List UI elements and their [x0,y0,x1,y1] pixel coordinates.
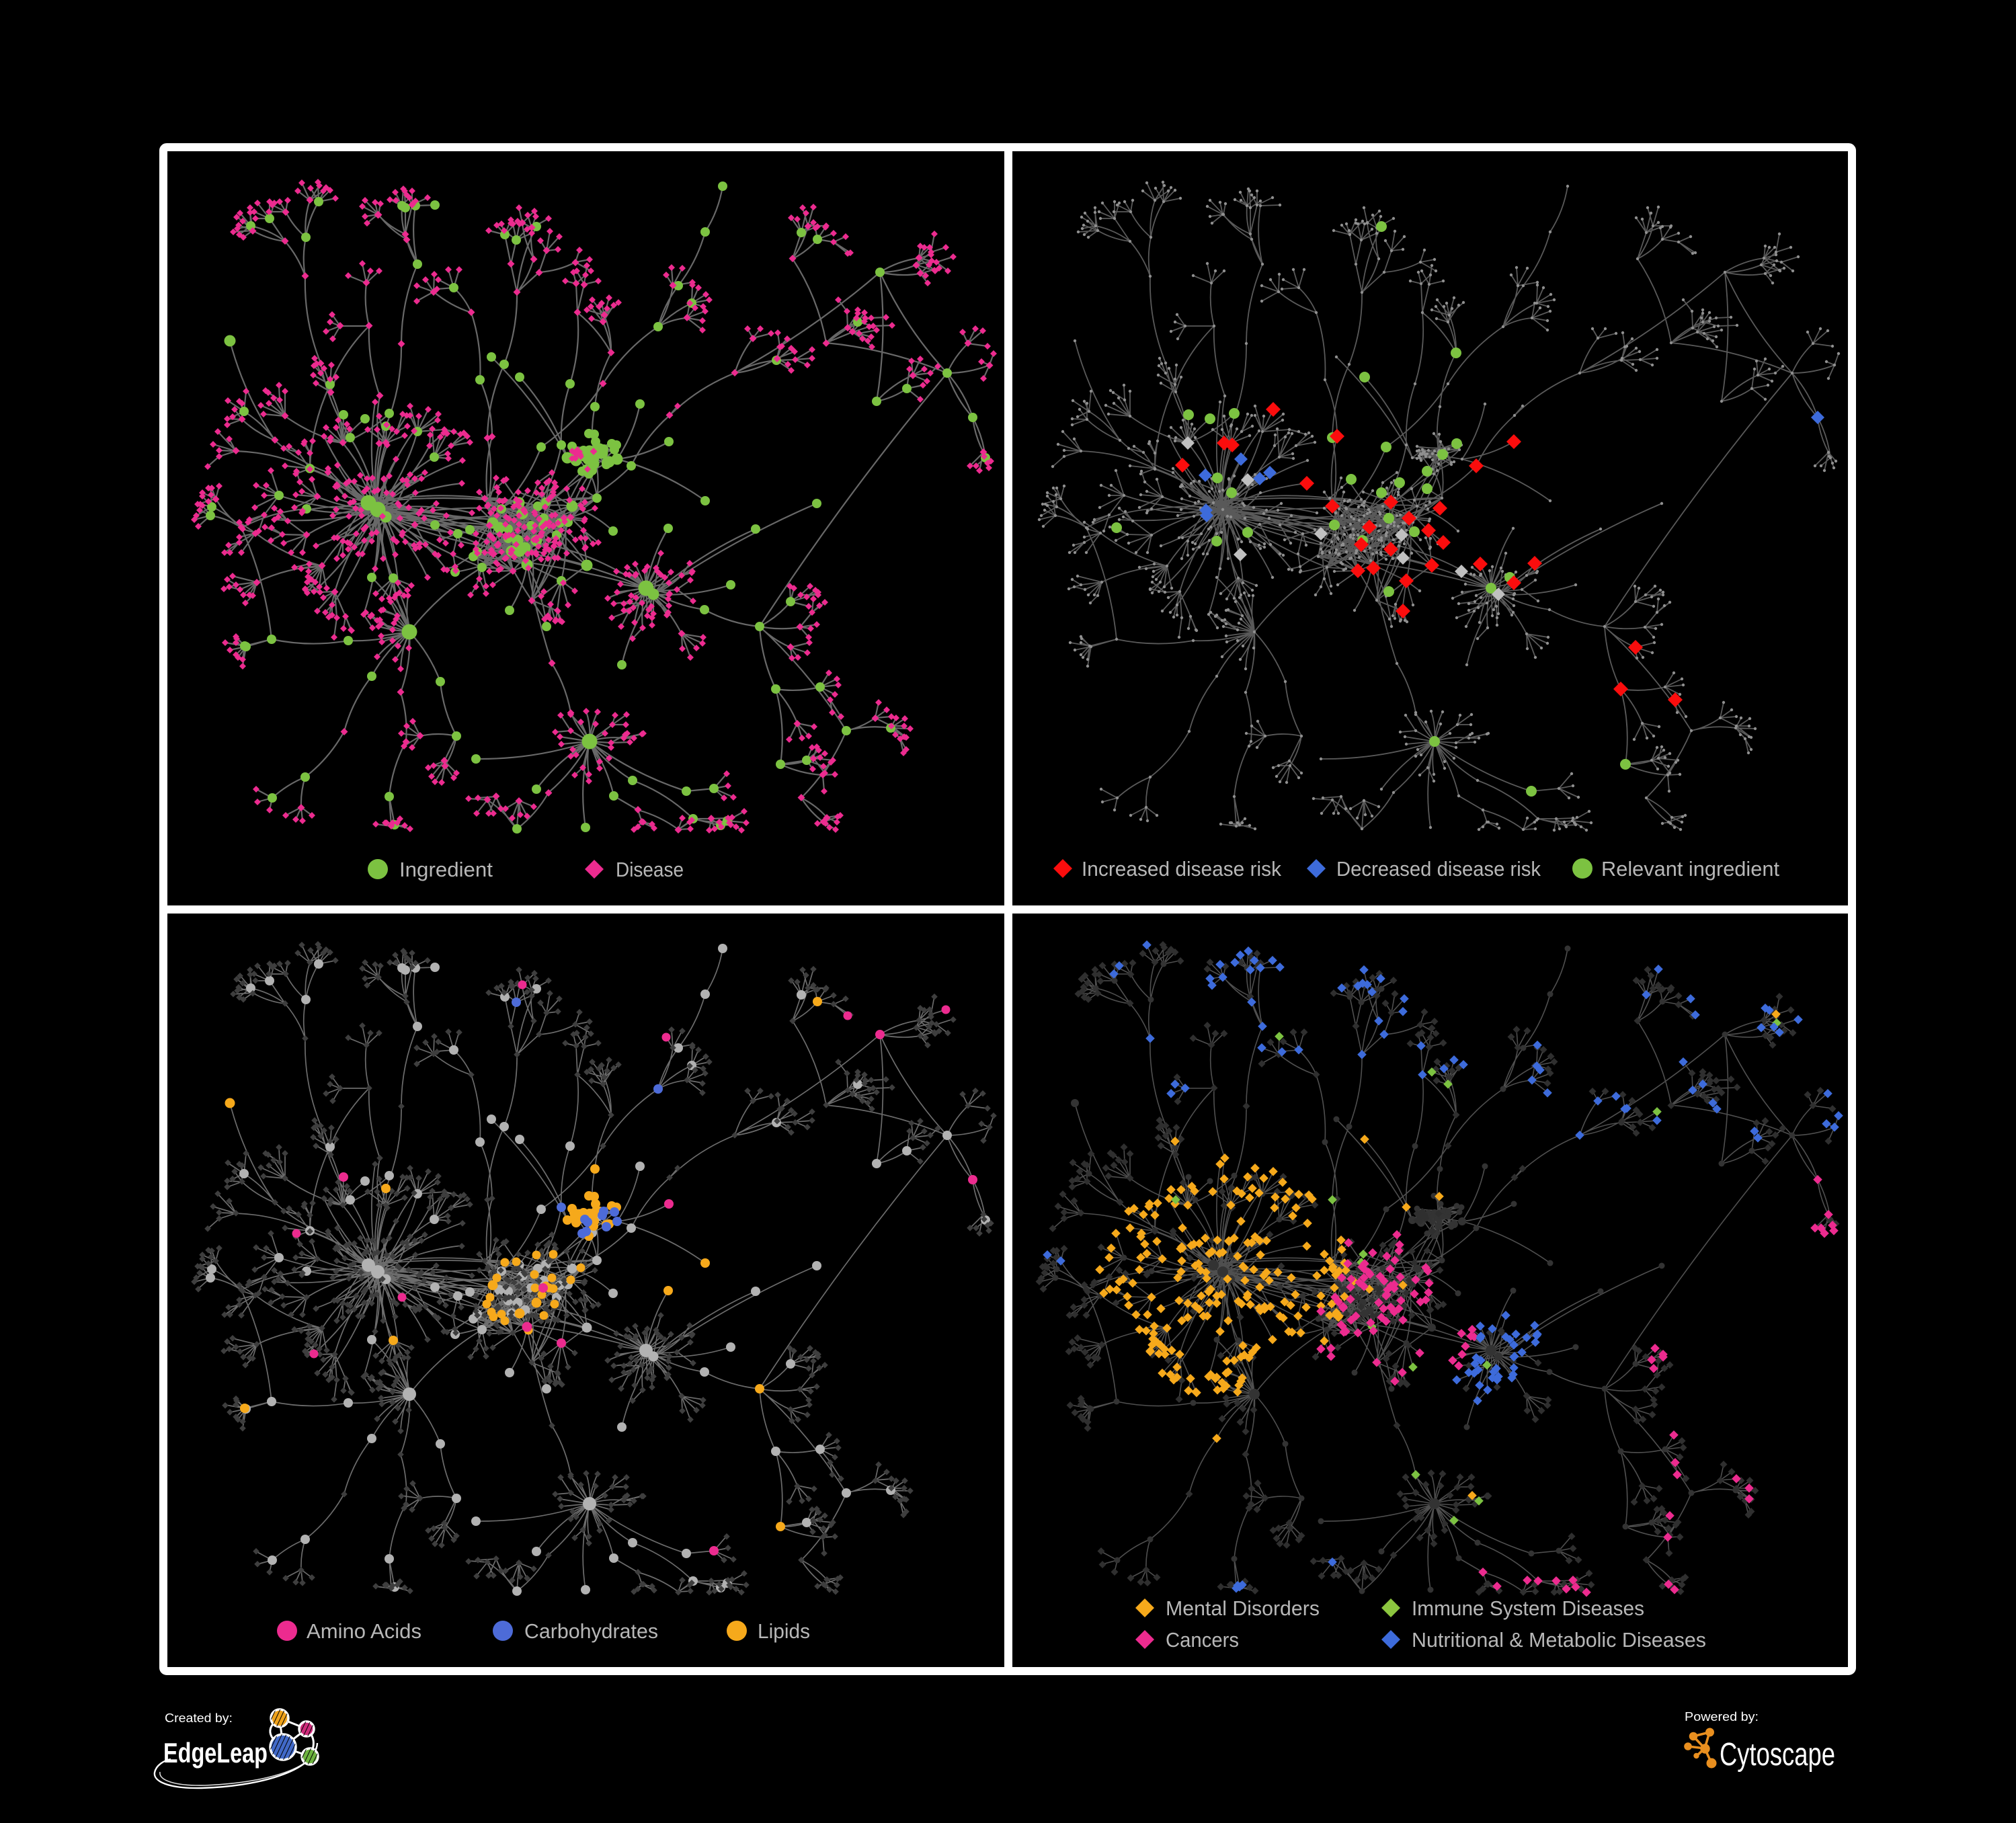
svg-text:Ingredient: Ingredient [399,858,493,881]
svg-text:Increased disease risk: Increased disease risk [1082,857,1281,881]
svg-text:Cytoscape: Cytoscape [1720,1737,1835,1773]
svg-text:Powered by:: Powered by: [1685,1710,1759,1724]
svg-text:EdgeLeap: EdgeLeap [163,1737,268,1769]
svg-text:Lipids: Lipids [758,1619,810,1643]
svg-text:Immune System Diseases: Immune System Diseases [1412,1596,1644,1620]
svg-text:Mental Disorders: Mental Disorders [1166,1596,1320,1620]
svg-text:Carbohydrates: Carbohydrates [524,1619,658,1643]
svg-text:Created by:: Created by: [165,1711,233,1725]
svg-text:Nutritional & Metabolic Diseas: Nutritional & Metabolic Diseases [1412,1628,1706,1652]
svg-text:Relevant ingredient: Relevant ingredient [1601,857,1779,881]
svg-text:Amino Acids: Amino Acids [307,1619,421,1643]
svg-text:Cancers: Cancers [1166,1628,1239,1652]
svg-text:Disease: Disease [616,858,684,881]
svg-text:Decreased disease risk: Decreased disease risk [1336,857,1541,881]
